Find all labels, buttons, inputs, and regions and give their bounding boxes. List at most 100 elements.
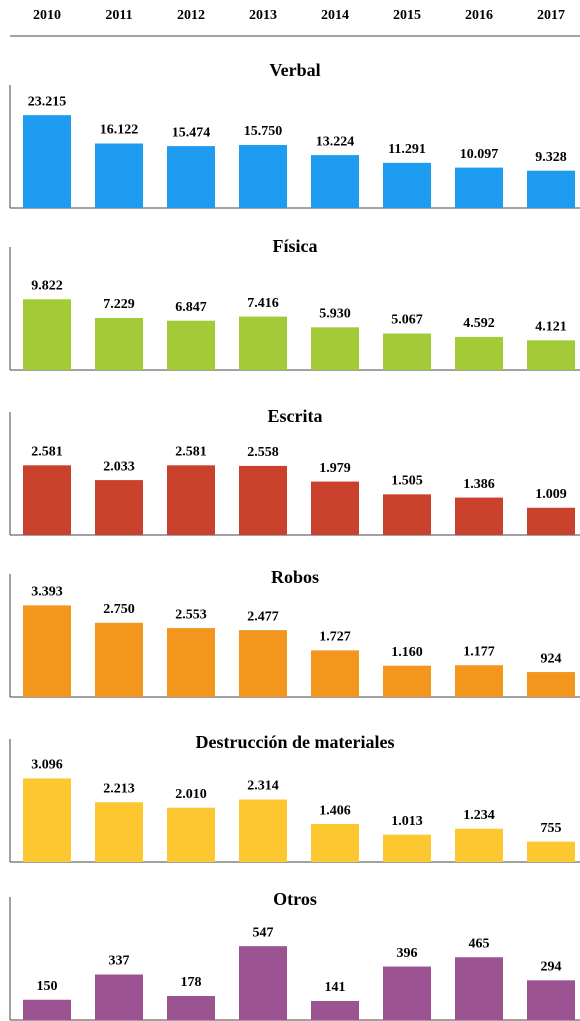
value-label: 1.727 — [319, 630, 351, 645]
value-label: 1.160 — [391, 645, 423, 660]
bar — [527, 841, 575, 862]
bar — [527, 980, 575, 1020]
panel-title: Verbal — [269, 60, 320, 80]
value-label: 10.097 — [460, 147, 499, 162]
value-label: 465 — [469, 936, 490, 951]
value-label: 2.581 — [175, 445, 207, 460]
bar — [455, 957, 503, 1020]
bar — [383, 162, 431, 208]
value-label: 11.291 — [388, 142, 426, 157]
bar — [23, 115, 71, 208]
bar — [311, 327, 359, 370]
bar — [167, 807, 215, 862]
bar — [95, 480, 143, 535]
value-label: 1.406 — [319, 803, 351, 818]
bar — [311, 650, 359, 697]
bar — [527, 672, 575, 697]
value-label: 150 — [37, 979, 58, 994]
value-label: 16.122 — [100, 123, 139, 138]
bar — [167, 465, 215, 535]
panel-title: Física — [273, 236, 318, 256]
bar — [239, 316, 287, 370]
value-label: 1.386 — [463, 477, 495, 492]
bar — [455, 497, 503, 535]
value-label: 9.822 — [31, 279, 63, 294]
bar — [23, 465, 71, 535]
bar — [239, 630, 287, 697]
panel-title: Otros — [273, 889, 317, 909]
value-label: 6.847 — [175, 300, 207, 315]
value-label: 547 — [253, 925, 274, 940]
value-label: 924 — [541, 651, 562, 666]
value-label: 1.234 — [463, 808, 495, 823]
bar — [167, 320, 215, 370]
year-label: 2015 — [393, 8, 421, 23]
panel-title: Destrucción de materiales — [196, 732, 395, 752]
bar — [239, 465, 287, 535]
value-label: 15.750 — [244, 124, 283, 139]
bar — [455, 167, 503, 208]
value-label: 4.592 — [463, 316, 495, 331]
bar — [311, 1000, 359, 1020]
value-label: 5.067 — [391, 313, 423, 328]
year-label: 2016 — [465, 8, 493, 23]
value-label: 1.013 — [391, 814, 423, 829]
year-label: 2011 — [105, 8, 132, 23]
value-label: 1.009 — [535, 487, 567, 502]
value-label: 4.121 — [535, 320, 567, 335]
value-label: 337 — [109, 954, 130, 969]
value-label: 5.930 — [319, 307, 351, 322]
bar — [23, 778, 71, 862]
value-label: 294 — [541, 960, 562, 975]
value-label: 396 — [397, 946, 418, 961]
bar — [23, 299, 71, 370]
bar — [383, 665, 431, 697]
bar — [239, 145, 287, 208]
bar — [311, 481, 359, 535]
value-label: 1.505 — [391, 474, 423, 489]
bar — [167, 146, 215, 208]
value-label: 7.229 — [103, 297, 135, 312]
bar — [527, 170, 575, 208]
panel-title: Robos — [271, 567, 319, 587]
value-label: 178 — [181, 975, 202, 990]
value-label: 2.477 — [247, 609, 279, 624]
value-label: 2.314 — [247, 779, 279, 794]
bar — [527, 340, 575, 370]
bar — [455, 336, 503, 370]
value-label: 2.558 — [247, 445, 279, 460]
value-label: 2.581 — [31, 445, 63, 460]
year-label: 2013 — [249, 8, 277, 23]
year-label: 2017 — [537, 8, 565, 23]
value-label: 2.553 — [175, 607, 207, 622]
bar — [311, 155, 359, 208]
value-label: 3.393 — [31, 585, 63, 600]
value-label: 141 — [325, 980, 346, 995]
value-label: 23.215 — [28, 94, 67, 109]
bar — [383, 834, 431, 862]
value-label: 3.096 — [31, 758, 63, 773]
value-label: 755 — [541, 821, 562, 836]
value-label: 1.177 — [463, 644, 495, 659]
bar — [95, 143, 143, 208]
bar — [239, 799, 287, 862]
bar — [383, 333, 431, 370]
value-label: 1.979 — [319, 461, 351, 476]
bar — [23, 605, 71, 697]
value-label: 2.750 — [103, 602, 135, 617]
bar — [383, 494, 431, 535]
bar — [455, 828, 503, 862]
bar — [167, 995, 215, 1020]
bar — [95, 317, 143, 370]
bar — [95, 974, 143, 1020]
bar — [167, 628, 215, 697]
bar — [95, 622, 143, 697]
value-label: 2.010 — [175, 787, 207, 802]
bar — [239, 946, 287, 1020]
bar — [455, 665, 503, 697]
value-label: 13.224 — [316, 134, 355, 149]
bar — [311, 824, 359, 862]
bar — [95, 802, 143, 862]
value-label: 7.416 — [247, 296, 279, 311]
